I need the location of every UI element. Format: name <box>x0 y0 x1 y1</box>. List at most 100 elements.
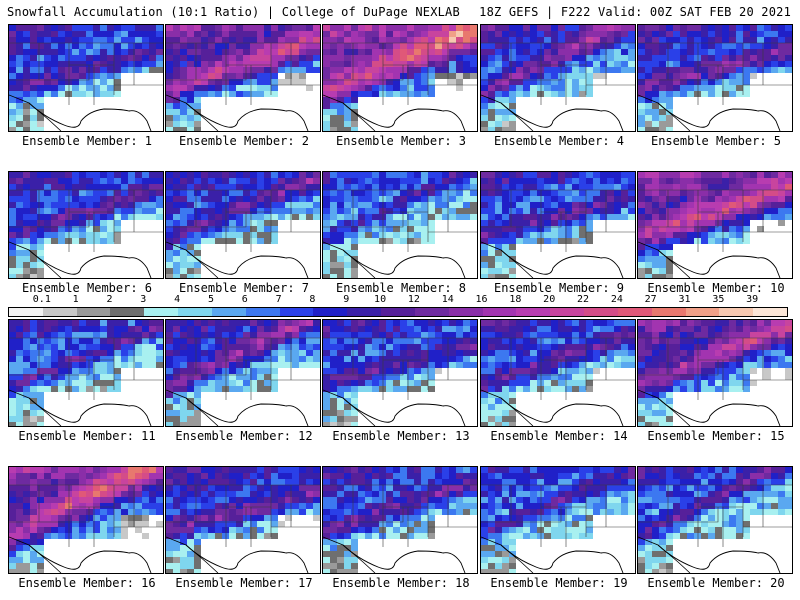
member-label: Ensemble Member: 6 <box>21 281 153 295</box>
snowfall-map <box>8 171 164 279</box>
ensemble-member-panel: Ensemble Member: 16 <box>8 466 164 590</box>
product-title: Snowfall Accumulation (10:1 Ratio) | Col… <box>7 5 460 19</box>
member-label: Ensemble Member: 18 <box>332 576 470 590</box>
ensemble-member-panel: Ensemble Member: 3 <box>322 24 478 148</box>
run-valid-time: 18Z GEFS | F222 Valid: 00Z SAT FEB 20 20… <box>479 5 791 19</box>
colorbar-tick-label: 3 <box>140 294 147 305</box>
member-label: Ensemble Member: 11 <box>18 429 156 443</box>
snowfall-map <box>480 171 636 279</box>
member-label: Ensemble Member: 13 <box>332 429 470 443</box>
colorbar-tick-label: 24 <box>610 294 623 305</box>
colorbar-swatch <box>617 308 652 316</box>
colorbar-tick-label: 31 <box>678 294 691 305</box>
colorbar-swatch <box>550 308 585 316</box>
ensemble-member-panel: Ensemble Member: 10 <box>637 171 793 295</box>
colorbar-swatch <box>347 308 382 316</box>
colorbar-tick-label: 35 <box>712 294 725 305</box>
snowfall-map <box>322 466 478 574</box>
colorbar-swatch <box>651 308 686 316</box>
member-label: Ensemble Member: 7 <box>178 281 310 295</box>
ensemble-member-panel: Ensemble Member: 4 <box>480 24 636 148</box>
colorbar-tick-labels: 0.1 1 2 3 4 5 6 7 8 9 10 12 14 16 18 20 22 24 27 31 35 39 <box>8 294 792 306</box>
colorbar-swatch <box>482 308 517 316</box>
colorbar-tick-label: 18 <box>509 294 522 305</box>
member-label: Ensemble Member: 1 <box>21 134 153 148</box>
colorbar-tick-label: 20 <box>543 294 556 305</box>
member-label: Ensemble Member: 9 <box>493 281 625 295</box>
colorbar-legend: 0.1 1 2 3 4 5 6 7 8 9 10 12 14 16 18 20 22 24 27 31 35 39 <box>8 294 792 318</box>
colorbar-swatch <box>448 308 483 316</box>
member-label: Ensemble Member: 5 <box>650 134 782 148</box>
ensemble-member-panel: Ensemble Member: 6 <box>8 171 164 295</box>
colorbar-tick-label: 8 <box>309 294 316 305</box>
colorbar-tick-label: 7 <box>275 294 282 305</box>
ensemble-member-panel: Ensemble Member: 7 <box>165 171 321 295</box>
ensemble-member-panel: Ensemble Member: 12 <box>165 319 321 443</box>
ensemble-member-panel: Ensemble Member: 11 <box>8 319 164 443</box>
colorbar-tick-label: 0.1 <box>32 294 51 305</box>
ensemble-member-panel: Ensemble Member: 17 <box>165 466 321 590</box>
snowfall-map <box>8 466 164 574</box>
snowfall-map <box>8 24 164 132</box>
snowfall-map <box>322 171 478 279</box>
ensemble-member-panel: Ensemble Member: 2 <box>165 24 321 148</box>
colorbar-tick-label: 1 <box>72 294 79 305</box>
colorbar-tick-label: 4 <box>174 294 181 305</box>
member-label: Ensemble Member: 16 <box>18 576 156 590</box>
member-label: Ensemble Member: 3 <box>335 134 467 148</box>
snowfall-map <box>480 319 636 427</box>
snowfall-map <box>165 171 321 279</box>
member-label: Ensemble Member: 2 <box>178 134 310 148</box>
colorbar-swatch <box>211 308 246 316</box>
member-label: Ensemble Member: 17 <box>175 576 313 590</box>
colorbar-swatch <box>279 308 314 316</box>
ensemble-member-panel: Ensemble Member: 14 <box>480 319 636 443</box>
snowfall-map <box>637 24 793 132</box>
colorbar-tick-label: 27 <box>644 294 657 305</box>
snowfall-map <box>637 319 793 427</box>
colorbar-swatch <box>110 308 145 316</box>
member-label: Ensemble Member: 15 <box>647 429 785 443</box>
colorbar-swatch <box>144 308 179 316</box>
colorbar-tick-label: 22 <box>577 294 590 305</box>
snowfall-map <box>322 24 478 132</box>
ensemble-member-panel: Ensemble Member: 8 <box>322 171 478 295</box>
snowfall-map <box>480 466 636 574</box>
colorbar-swatch <box>313 308 348 316</box>
snowfall-map <box>165 319 321 427</box>
snowfall-map <box>165 24 321 132</box>
ensemble-member-panel: Ensemble Member: 1 <box>8 24 164 148</box>
colorbar-tick-label: 14 <box>441 294 454 305</box>
snowfall-map <box>480 24 636 132</box>
colorbar-swatch <box>516 308 551 316</box>
snowfall-map <box>322 319 478 427</box>
colorbar-tick-label: 9 <box>343 294 350 305</box>
colorbar-tick-label: 12 <box>407 294 420 305</box>
ensemble-member-panel: Ensemble Member: 9 <box>480 171 636 295</box>
colorbar-swatch <box>245 308 280 316</box>
snowfall-map <box>637 171 793 279</box>
colorbar-tick-label: 16 <box>475 294 488 305</box>
member-label: Ensemble Member: 20 <box>647 576 785 590</box>
colorbar-swatch <box>178 308 212 316</box>
header: Snowfall Accumulation (10:1 Ratio) | Col… <box>0 0 800 24</box>
member-label: Ensemble Member: 4 <box>493 134 625 148</box>
colorbar-swatch <box>719 308 754 316</box>
colorbar-swatch <box>76 308 111 316</box>
colorbar-tick-label: 5 <box>207 294 214 305</box>
colorbar-swatch <box>381 308 415 316</box>
member-label: Ensemble Member: 19 <box>490 576 628 590</box>
colorbar-swatch <box>9 308 43 316</box>
colorbar-tick-label: 39 <box>746 294 759 305</box>
colorbar-tick-label: 2 <box>106 294 113 305</box>
snowfall-map <box>637 466 793 574</box>
colorbar-swatch <box>42 308 77 316</box>
colorbar-scale <box>8 307 788 317</box>
ensemble-member-panel: Ensemble Member: 18 <box>322 466 478 590</box>
ensemble-member-panel: Ensemble Member: 15 <box>637 319 793 443</box>
member-label: Ensemble Member: 14 <box>490 429 628 443</box>
colorbar-swatch <box>584 308 618 316</box>
ensemble-member-panel: Ensemble Member: 13 <box>322 319 478 443</box>
ensemble-member-panel: Ensemble Member: 19 <box>480 466 636 590</box>
ensemble-member-panel: Ensemble Member: 5 <box>637 24 793 148</box>
